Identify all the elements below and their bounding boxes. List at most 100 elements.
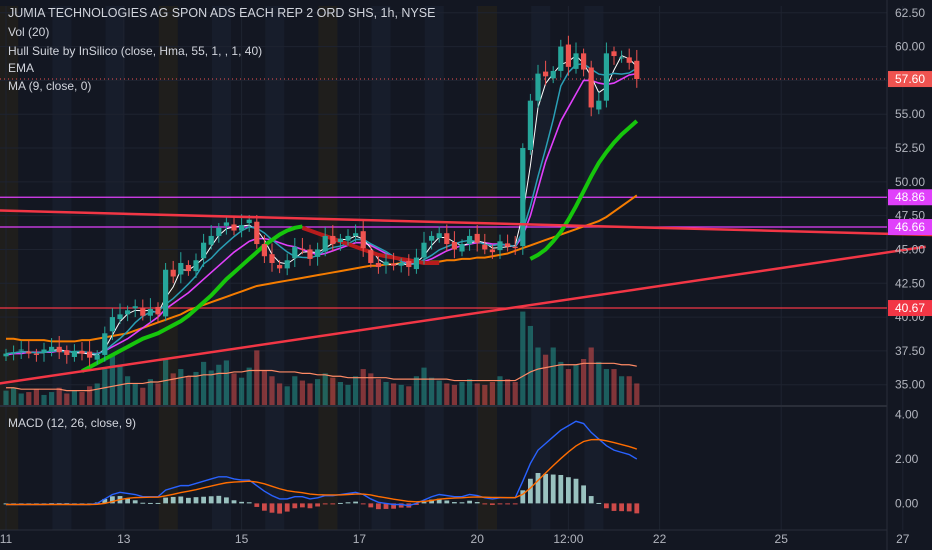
trendline (0, 245, 926, 385)
macd-histogram-bar (459, 502, 465, 504)
candle (322, 235, 328, 252)
price-line-tag-bg (888, 219, 932, 236)
volume-bar (413, 376, 419, 405)
volume-bar (11, 387, 17, 405)
last-price-tag-bg (888, 71, 932, 88)
candle (330, 235, 336, 245)
candle (489, 249, 495, 253)
volume-bar (421, 367, 427, 405)
candle (18, 349, 24, 351)
candle (603, 53, 609, 101)
candle (87, 351, 93, 358)
macd-histogram-bar (520, 490, 526, 504)
candle (497, 241, 503, 251)
candle (315, 249, 321, 257)
volume-bar (588, 347, 594, 405)
candle (56, 346, 62, 353)
macd-histogram-bar (110, 496, 115, 504)
candles (3, 35, 640, 367)
macd-histogram-bar (619, 503, 624, 512)
macd-histogram-bar (611, 503, 617, 511)
candle (520, 148, 526, 247)
volume-bar (603, 369, 609, 405)
price-tick-label: 42.50 (895, 276, 925, 290)
volume-bar (79, 392, 85, 405)
macd-histogram-bar (178, 496, 184, 504)
candle (565, 44, 571, 67)
price-tick-label: 62.50 (895, 6, 925, 20)
macd-histogram-bar (550, 474, 556, 504)
volume-bar (436, 380, 442, 405)
legend-hull[interactable]: Hull Suite by InSilico (close, Hma, 55, … (8, 44, 263, 58)
macd-histogram-bar (467, 500, 472, 504)
legend-ma[interactable]: MA (9, close, 0) (8, 79, 92, 93)
macd-histogram-bar (292, 503, 298, 509)
candle (413, 257, 419, 270)
legend-macd[interactable]: MACD (12, 26, close, 9) (8, 416, 137, 430)
legend-vol[interactable]: Vol (20) (8, 25, 50, 39)
candle (619, 57, 625, 59)
macd-histogram-bar (315, 503, 320, 507)
legend-ema[interactable]: EMA (8, 61, 35, 75)
volume-bar (337, 382, 343, 405)
time-tick-label: 27 (896, 532, 910, 546)
macd-histogram-bar (345, 502, 351, 504)
volume-bar (322, 373, 328, 405)
time-tick-label: 25 (775, 532, 789, 546)
macd-histogram-bar (626, 503, 632, 512)
time-tick-label: 22 (653, 532, 667, 546)
volume-bar (140, 387, 146, 405)
price-line-tag: 46.66 (895, 220, 925, 234)
volume-bar (292, 376, 298, 405)
volume-bar (611, 369, 617, 405)
candle (436, 233, 442, 238)
volume-bar (155, 383, 161, 405)
macd-histogram-bar (391, 503, 396, 509)
macd-histogram-bar (512, 503, 518, 505)
macd-histogram-bar (307, 503, 313, 509)
macd-histogram-bar (528, 478, 533, 504)
volume-bar (505, 379, 511, 405)
volume-bar (246, 367, 252, 405)
volume-bar (535, 347, 541, 405)
macd-histogram-bar (231, 500, 237, 504)
macd-histogram-bar (474, 502, 480, 504)
candle (429, 235, 435, 241)
candle (626, 57, 632, 63)
price-line-tag-bg (888, 189, 932, 206)
candle (33, 353, 39, 355)
session-stripe (105, 6, 125, 530)
volume-bar (429, 377, 435, 405)
candle (459, 244, 465, 252)
price-tick-label: 37.50 (895, 344, 925, 358)
volume-bar (451, 384, 457, 405)
volume-bar (94, 383, 100, 405)
macd-histogram-bar (163, 497, 168, 504)
volume-bar (201, 361, 207, 405)
session-stripe (158, 6, 178, 530)
candle (558, 46, 564, 71)
candle (467, 235, 473, 245)
volume-bar (626, 376, 632, 405)
volume-bar (527, 325, 533, 405)
candle (482, 244, 488, 250)
macd-line (6, 420, 638, 507)
price-tick-label: 55.00 (895, 107, 925, 121)
volume-bar (581, 359, 587, 405)
candle (41, 349, 47, 353)
axes: 62.5060.0057.5055.0052.5050.0047.5045.00… (0, 6, 925, 546)
volume-ma (6, 362, 637, 392)
time-tick-label: 11 (0, 532, 13, 546)
macd-histogram-bar (421, 502, 427, 504)
trendlines[interactable] (0, 209, 932, 385)
macd-histogram-bar (566, 477, 571, 504)
volume-bar (497, 376, 503, 405)
fast-ma-line (5, 54, 638, 356)
volume-bar (573, 364, 579, 405)
chart-title[interactable]: JUMIA TECHNOLOGIES AG SPON ADS EACH REP … (8, 6, 436, 20)
volume-bar (71, 390, 77, 405)
volume-bar (64, 393, 70, 405)
macd-histogram-bar (322, 503, 328, 505)
price-tick-label: 35.00 (895, 378, 925, 392)
